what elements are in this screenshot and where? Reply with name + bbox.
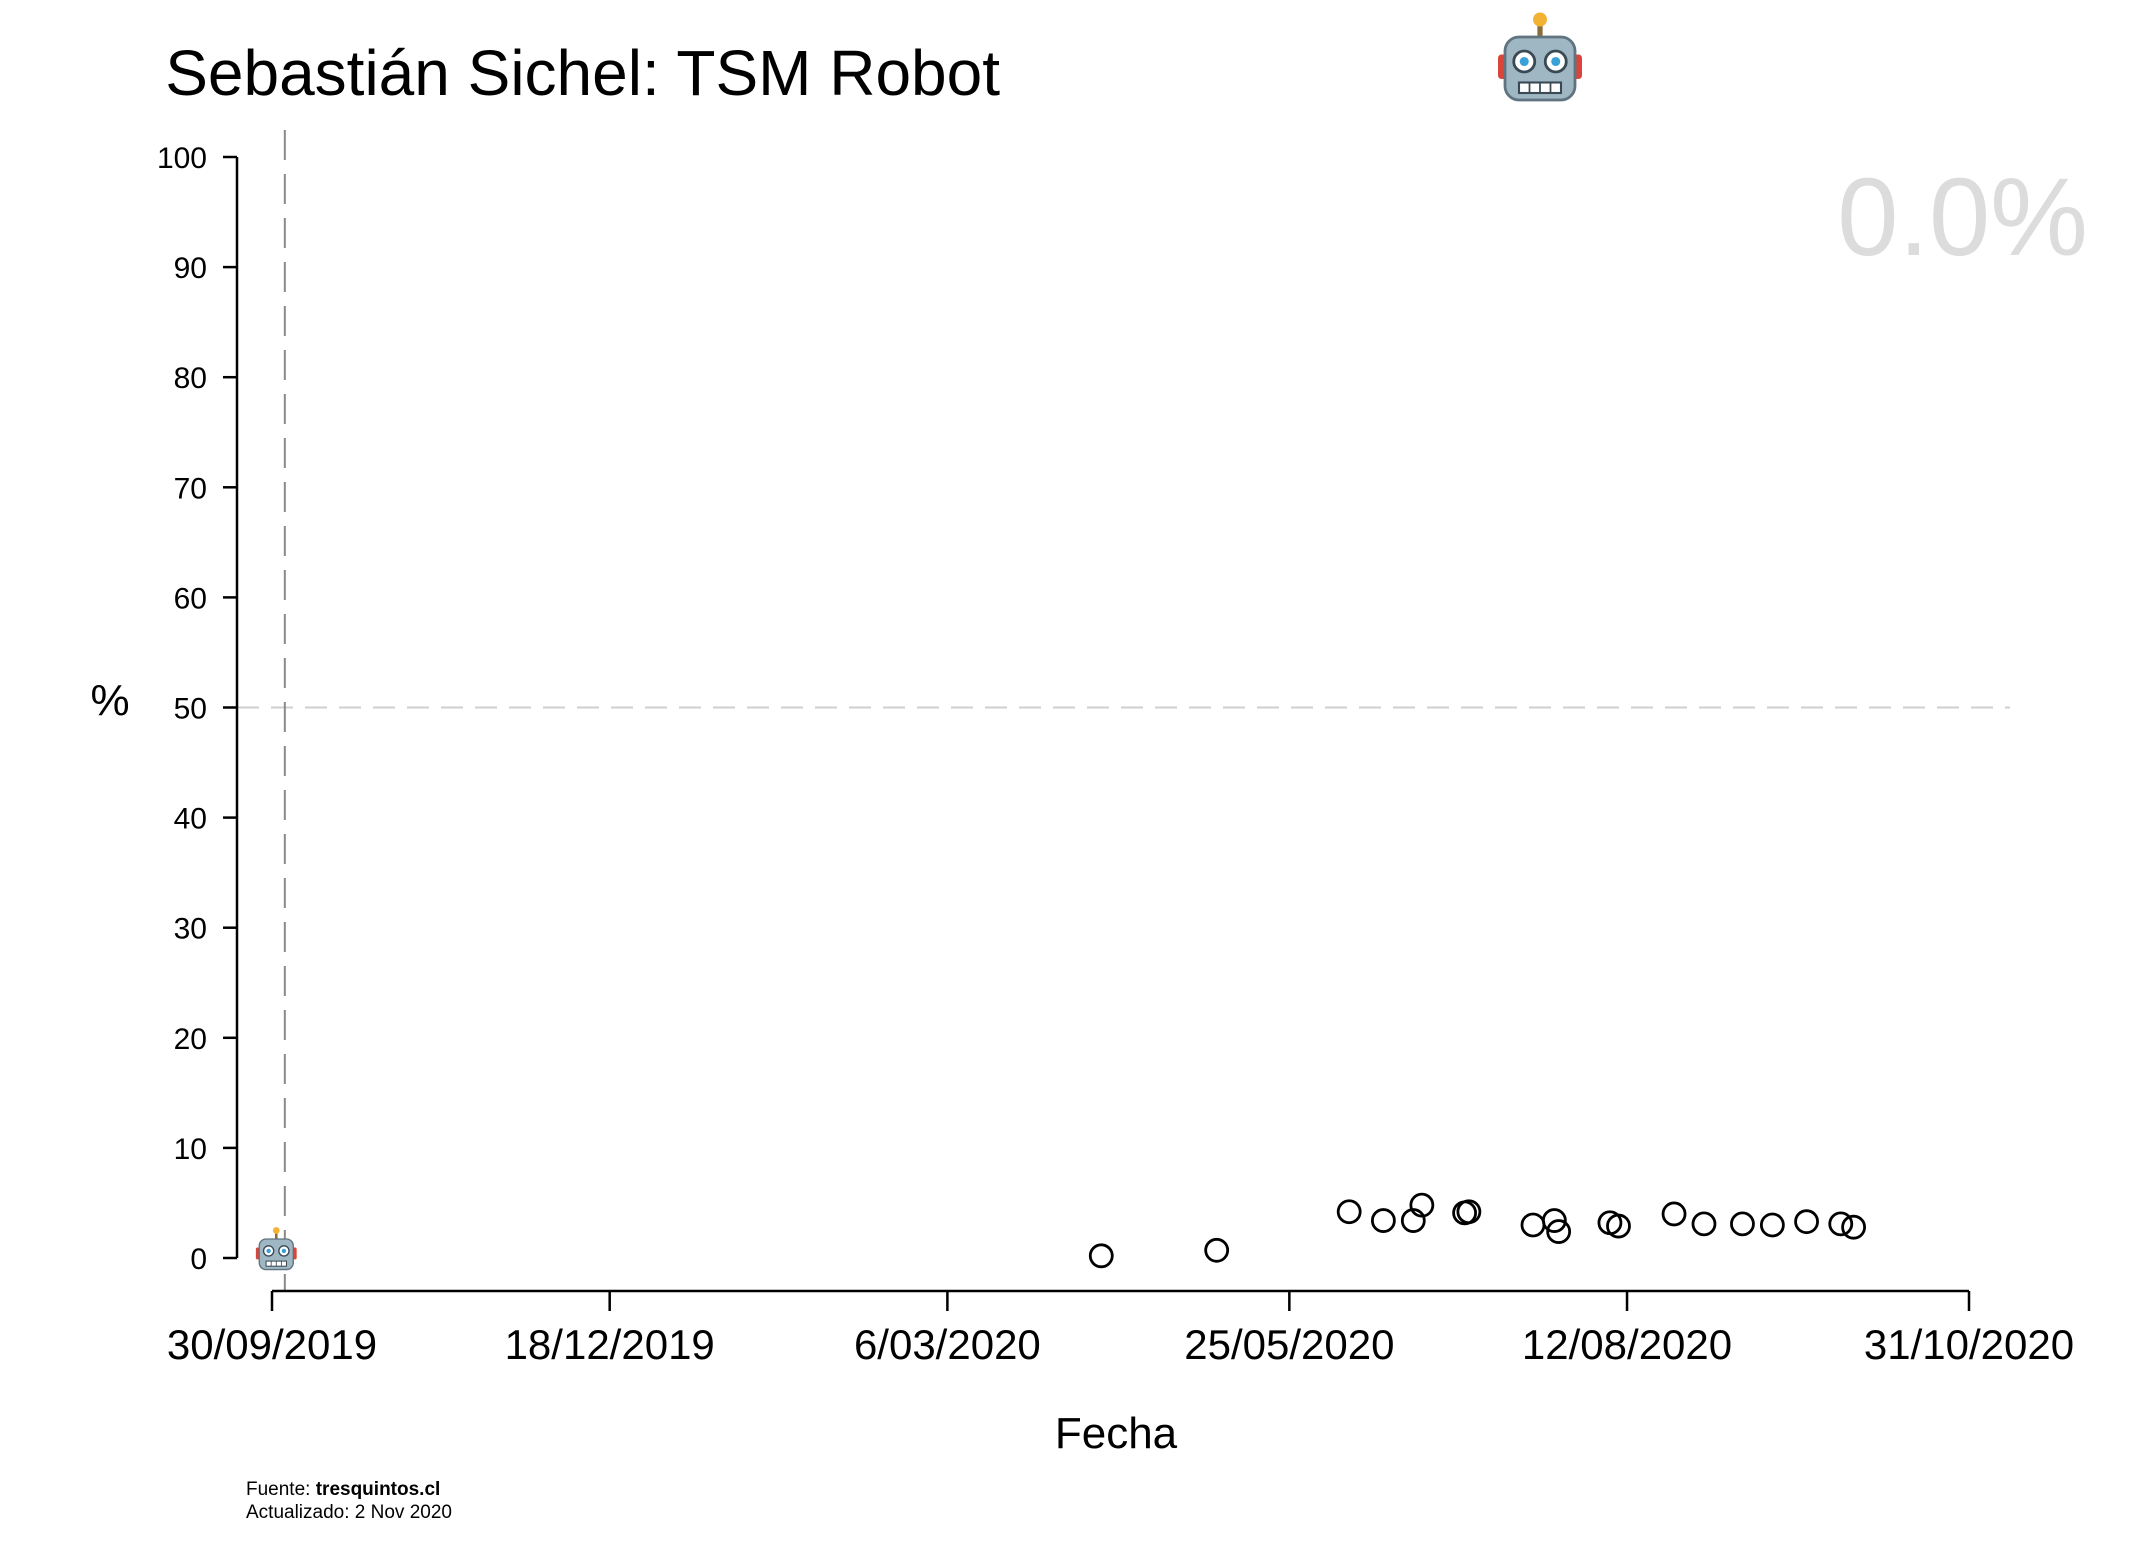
source-name: tresquintos.cl [315,1479,441,1500]
data-point [1520,1212,1546,1238]
data-point [1370,1208,1396,1233]
data-point [1204,1237,1230,1263]
latest-marker [255,1227,297,1271]
y-tick-label: 70 [174,472,207,505]
data-point [1546,1219,1572,1244]
footer: Fuente: tresquintos.cl Actualizado: 2 No… [246,1478,452,1524]
robot-face-icon [1498,12,1582,102]
chart-title: Sebastián Sichel: TSM Robot [165,37,1000,109]
data-point [1794,1209,1819,1235]
y-tick-label: 60 [174,582,207,615]
data-point [1400,1208,1426,1233]
data-point [1661,1201,1687,1227]
x-axis: 30/09/2019 18/12/2019 6/03/2020 25/05/2020 1… [167,1289,2074,1368]
source-prefix: Fuente: [246,1479,316,1500]
x-tick-label: 31/10/2020 [1864,1321,2074,1368]
x-tick-label: 6/03/2020 [854,1321,1041,1368]
latest-value-label: 0.0% [1837,156,2088,279]
x-tick-label: 25/05/2020 [1184,1321,1394,1368]
y-tick-label: 10 [174,1133,207,1166]
y-tick-label: 20 [174,1023,207,1056]
y-tick-label: 40 [174,803,207,836]
data-point [1841,1214,1866,1240]
data-point [1691,1211,1717,1237]
x-axis-label: Fecha [1055,1409,1178,1458]
y-axis-label: % [90,676,129,725]
updated-line: Actualizado: 2 Nov 2020 [246,1502,452,1523]
data-point [1456,1199,1482,1225]
y-tick-label: 30 [174,913,207,946]
y-tick-label: 50 [174,693,207,726]
y-tick-label: 0 [190,1243,207,1276]
source-line: Fuente: tresquintos.cl [246,1478,452,1501]
y-axis: 0 10 20 30 40 50 60 70 80 90 100 [157,142,239,1276]
x-tick-label: 30/09/2019 [167,1321,377,1368]
robot-face-icon [255,1227,297,1271]
data-point [1759,1212,1785,1238]
data-point [1336,1199,1362,1225]
x-tick-label: 18/12/2019 [505,1321,715,1368]
y-tick-label: 100 [157,142,207,175]
data-point [1606,1213,1631,1239]
data-point [1730,1211,1755,1237]
y-tick-label: 90 [174,252,207,285]
y-tick-label: 80 [174,362,207,395]
data-point [1541,1208,1567,1233]
data-point [1828,1211,1854,1237]
data-point [1409,1192,1435,1218]
data-point [1088,1243,1114,1269]
x-tick-label: 12/08/2020 [1522,1321,1732,1368]
data-points [1088,1192,1866,1269]
